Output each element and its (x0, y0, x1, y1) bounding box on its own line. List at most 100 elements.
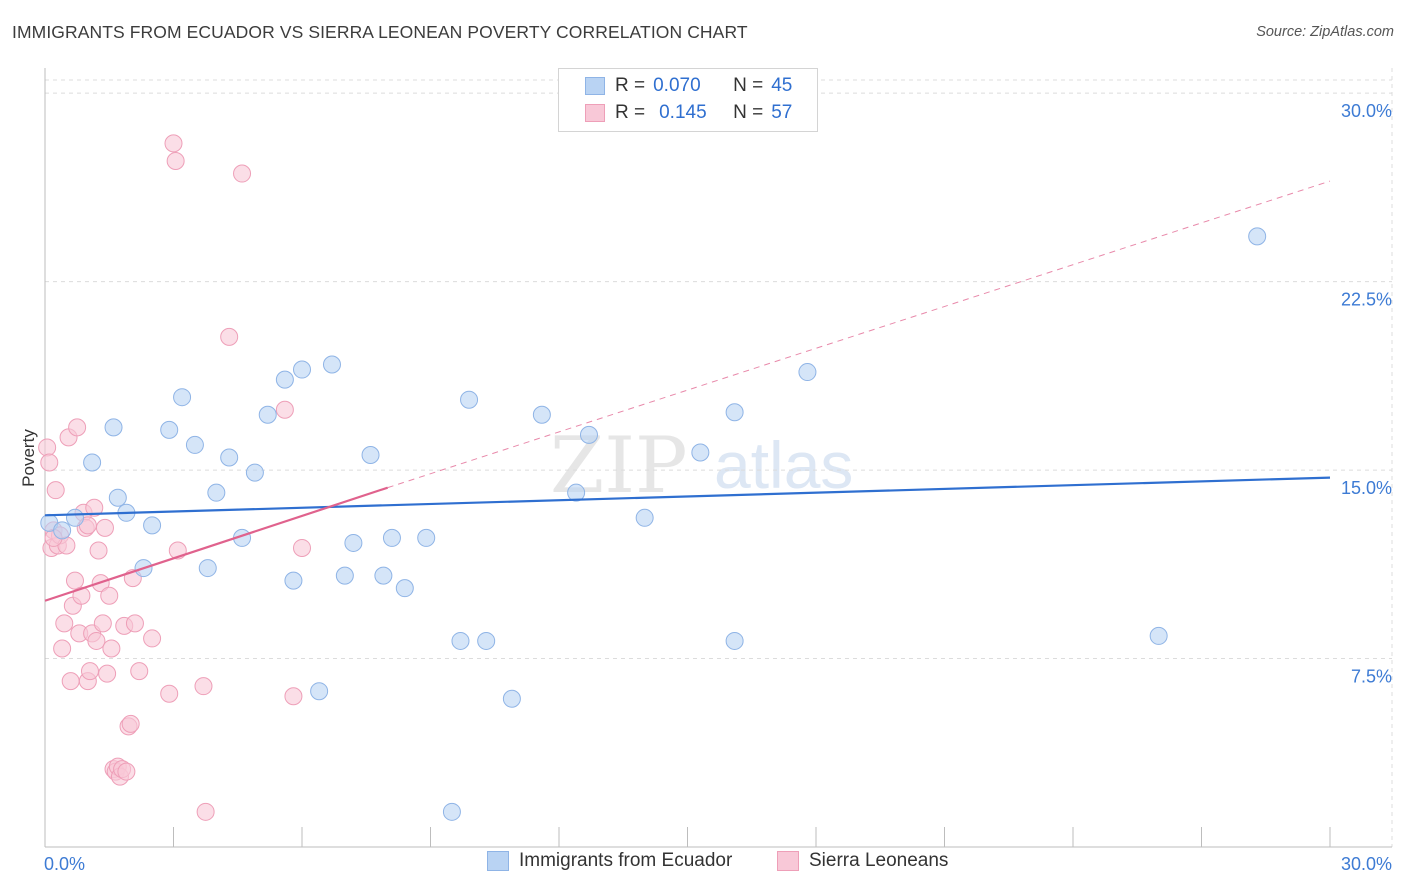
series-sierra-leoneans (38, 134, 311, 821)
point-sierra-leonean (102, 639, 121, 658)
point-sierra-leonean (80, 662, 99, 681)
point-ecuador (258, 405, 277, 424)
point-ecuador (460, 390, 479, 409)
point-sierra-leonean (100, 586, 119, 605)
point-ecuador (185, 435, 204, 454)
source-label: Source: ZipAtlas.com (1256, 24, 1394, 40)
series-immigrants-from-ecuador (40, 227, 1267, 821)
x-tick-label: 0.0% (44, 854, 85, 874)
point-sierra-leonean (95, 518, 114, 537)
trend-line-ecuador (44, 476, 1331, 517)
point-sierra-leonean (68, 418, 87, 437)
point-sierra-leonean (125, 614, 144, 633)
point-sierra-leonean (98, 664, 117, 683)
legend-label-ecuador: Immigrants from Ecuador (519, 850, 733, 871)
point-ecuador (344, 533, 363, 552)
point-sierra-leonean (72, 586, 91, 605)
point-ecuador (104, 418, 123, 437)
legend-swatch-blue (487, 851, 509, 871)
correlation-legend: R = 0.070 N = 45 R = 0.145 N = 57 (558, 68, 818, 132)
legend-n-label: N = (733, 102, 764, 123)
point-sierra-leonean (65, 571, 84, 590)
legend-n-label: N = (733, 75, 764, 96)
legend-label-sierra-leonean: Sierra Leoneans (809, 850, 949, 871)
point-ecuador (567, 483, 586, 502)
legend-r-value: 0.145 (659, 102, 707, 123)
point-ecuador (451, 631, 470, 650)
point-ecuador (725, 631, 744, 650)
point-ecuador (335, 566, 354, 585)
trend-line-sierra-leonean-extension (387, 180, 1331, 489)
point-ecuador (275, 370, 294, 389)
legend-swatch-pink (777, 851, 799, 871)
y-tick-label: 7.5% (1351, 667, 1392, 687)
point-sierra-leonean (53, 639, 72, 658)
legend-n-value: 57 (771, 102, 793, 123)
legend-row-sierra-leonean: R = 0.145 N = 57 (585, 100, 792, 126)
point-ecuador (220, 448, 239, 467)
point-ecuador (284, 571, 303, 590)
point-ecuador (532, 405, 551, 424)
point-ecuador (395, 579, 414, 598)
point-ecuador (691, 443, 710, 462)
point-ecuador (798, 363, 817, 382)
point-sierra-leonean (194, 677, 213, 696)
point-ecuador (579, 425, 598, 444)
point-sierra-leonean (196, 802, 215, 821)
point-sierra-leonean (87, 631, 106, 650)
point-ecuador (635, 508, 654, 527)
point-ecuador (374, 566, 393, 585)
point-sierra-leonean (93, 614, 112, 633)
point-ecuador (477, 631, 496, 650)
tick-labels: 7.5% 15.0% 22.5% 30.0% 0.0% 30.0% (44, 101, 1392, 874)
legend-n-value: 45 (771, 75, 793, 96)
legend-item-ecuador: Immigrants from Ecuador (487, 850, 732, 872)
point-sierra-leonean (220, 327, 239, 346)
trend-lines (44, 180, 1331, 602)
point-ecuador (361, 445, 380, 464)
point-sierra-leonean (275, 400, 294, 419)
y-tick-label: 22.5% (1341, 290, 1392, 310)
point-ecuador (198, 559, 217, 578)
point-ecuador (53, 521, 72, 540)
point-ecuador (502, 689, 521, 708)
point-ecuador (83, 453, 102, 472)
x-tick-label: 30.0% (1341, 854, 1392, 874)
point-sierra-leonean (89, 541, 108, 560)
point-ecuador (108, 488, 127, 507)
point-ecuador (160, 420, 179, 439)
point-ecuador (1149, 626, 1168, 645)
watermark-atlas: atlas (714, 428, 853, 502)
point-sierra-leonean (121, 714, 140, 733)
point-sierra-leonean (284, 687, 303, 706)
trend-line-sierra-leonean (44, 486, 389, 602)
point-sierra-leonean (85, 498, 104, 517)
point-ecuador (245, 463, 264, 482)
point-ecuador (725, 403, 744, 422)
point-ecuador (382, 528, 401, 547)
y-tick-label: 30.0% (1341, 101, 1392, 121)
point-sierra-leonean (164, 134, 183, 153)
y-axis-label: Poverty (19, 429, 38, 487)
point-sierra-leonean (293, 538, 311, 557)
legend-r-value: 0.070 (653, 75, 701, 96)
point-ecuador (1248, 227, 1267, 246)
point-sierra-leonean (130, 662, 149, 681)
legend-row-ecuador: R = 0.070 N = 45 (585, 73, 792, 99)
point-ecuador (322, 355, 341, 374)
point-ecuador (442, 802, 461, 821)
point-ecuador (65, 508, 84, 527)
point-sierra-leonean (166, 151, 185, 170)
point-sierra-leonean (61, 672, 80, 691)
point-ecuador (143, 516, 162, 535)
point-sierra-leonean (160, 684, 179, 703)
legend-swatch-pink (585, 104, 605, 122)
point-sierra-leonean (233, 164, 252, 183)
point-ecuador (293, 360, 311, 379)
legend-swatch-blue (585, 77, 605, 95)
point-ecuador (310, 682, 329, 701)
point-sierra-leonean (46, 481, 65, 500)
point-ecuador (417, 528, 436, 547)
point-sierra-leonean (117, 762, 136, 781)
